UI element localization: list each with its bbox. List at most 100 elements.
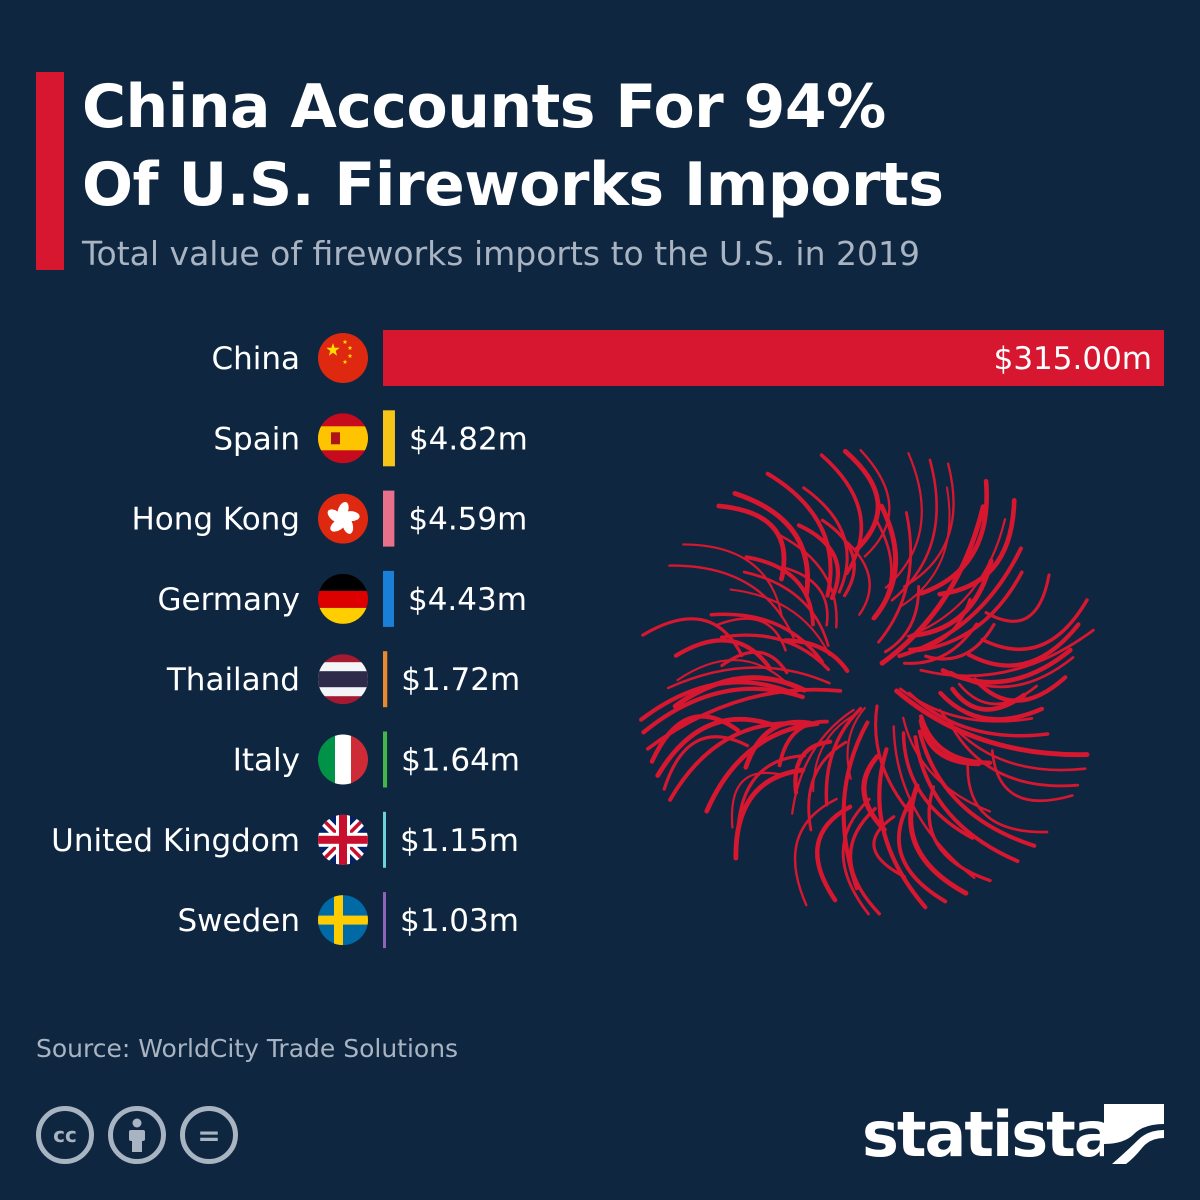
bar [383, 410, 395, 467]
firework-streak [937, 497, 1017, 597]
italy-flag-icon [318, 734, 368, 785]
firework-streak [896, 798, 948, 904]
firework-streak [842, 448, 881, 553]
firework-streak [841, 720, 870, 891]
firework-streak [641, 686, 805, 735]
firework-streak [894, 688, 1090, 758]
statista-logo-icon [1104, 1104, 1164, 1164]
bar-row: United Kingdom $1.15m [51, 811, 519, 868]
firework-streak [861, 754, 887, 833]
firework-streak [662, 735, 750, 791]
firework-decoration [639, 448, 1095, 916]
firework-streak [949, 656, 1075, 689]
firework-streak [906, 518, 1007, 638]
firework-streak [947, 719, 1080, 788]
firework-streak [820, 518, 856, 598]
title-line-1: China Accounts For 94% [82, 72, 886, 142]
firework-streak [668, 721, 802, 802]
chart-subtitle: Total value of fireworks imports to the … [82, 234, 920, 273]
firework-streak [957, 682, 1038, 706]
value-label: $1.64m [401, 743, 520, 779]
bar-row: Thailand $1.72m [166, 651, 520, 708]
firework-streak [716, 503, 787, 582]
firework-streak [871, 503, 898, 621]
bar-chart: China $315.00m Spain $4.82m Hong Kong $4.59m G… [51, 330, 1164, 949]
firework-streak [793, 797, 838, 907]
firework-streak [903, 622, 979, 665]
firework-streak [841, 797, 871, 916]
firework-streak [732, 490, 810, 596]
license-icons: cc = [36, 1106, 238, 1164]
statista-logo-text: statista [862, 1098, 1116, 1171]
firework-streak [742, 570, 830, 647]
firework-streak [765, 471, 833, 598]
value-label: $1.15m [400, 823, 519, 859]
no-derivatives-icon-text: = [197, 1118, 221, 1152]
firework-streak [918, 718, 981, 767]
firework-streak [709, 612, 824, 664]
value-label: $4.82m [409, 421, 528, 457]
firework-streak [879, 504, 986, 666]
firework-streak [812, 715, 854, 793]
bar [383, 731, 388, 788]
firework-streak [902, 462, 955, 588]
thailand-flag-icon [318, 654, 368, 705]
firework-streak [898, 486, 951, 609]
firework-streak [907, 691, 1050, 738]
attribution-icon [108, 1106, 166, 1164]
bar [383, 651, 388, 708]
firework-streak [884, 452, 923, 589]
bar-row: Italy $1.64m [233, 731, 520, 788]
hong-kong-flag-icon [318, 493, 368, 544]
firework-streak [649, 714, 740, 764]
united-kingdom-flag-icon [318, 814, 368, 865]
firework-streak [859, 449, 891, 558]
bar-row: Sweden $1.03m [177, 892, 519, 949]
firework-streak [781, 565, 829, 627]
firework-streak [890, 458, 938, 602]
firework-streak [902, 716, 992, 813]
firework-streak [973, 675, 1068, 703]
firework-streak [924, 622, 996, 661]
page-title: China Accounts For 94% Of U.S. Fireworks… [82, 68, 1162, 224]
value-label: $4.43m [408, 582, 527, 618]
bar [383, 570, 394, 627]
category-label: United Kingdom [51, 823, 300, 859]
firework-streak [641, 617, 744, 658]
sweden-flag-icon [318, 895, 368, 946]
firework-streak [736, 754, 806, 833]
firework-streak [716, 617, 787, 652]
firework-streak [908, 783, 969, 896]
firework-streak [720, 650, 789, 675]
firework-streak [919, 628, 1095, 678]
bar-row: China $315.00m [211, 330, 1164, 386]
firework-streak [913, 735, 1020, 864]
cc-icon-text: cc [53, 1123, 77, 1147]
firework-streak [901, 731, 975, 840]
spain-flag-icon [318, 413, 368, 464]
category-label: Sweden [177, 903, 300, 939]
firework-streak [802, 486, 849, 594]
value-label: $4.59m [408, 502, 527, 538]
value-label: $315.00m [994, 341, 1152, 377]
firework-streak [908, 597, 972, 651]
cc-icon: cc [36, 1106, 94, 1164]
bar-row: Hong Kong $4.59m [131, 490, 527, 547]
china-flag-icon [318, 333, 368, 383]
firework-streak [783, 638, 850, 673]
firework-streak [676, 659, 786, 683]
firework-streak [796, 523, 841, 601]
firework-streak [672, 675, 807, 709]
firework-streak [682, 543, 783, 619]
germany-flag-icon [318, 573, 368, 624]
firework-streak [892, 725, 976, 879]
firework-streak [639, 680, 798, 722]
bar [383, 330, 1164, 386]
firework-streak [744, 555, 815, 627]
firework-streak [883, 585, 921, 654]
firework-streak [984, 573, 1051, 623]
firework-streak [990, 749, 1074, 803]
firework-streak [666, 666, 831, 690]
firework-streak [791, 708, 855, 815]
title-accent-bar [36, 72, 64, 270]
